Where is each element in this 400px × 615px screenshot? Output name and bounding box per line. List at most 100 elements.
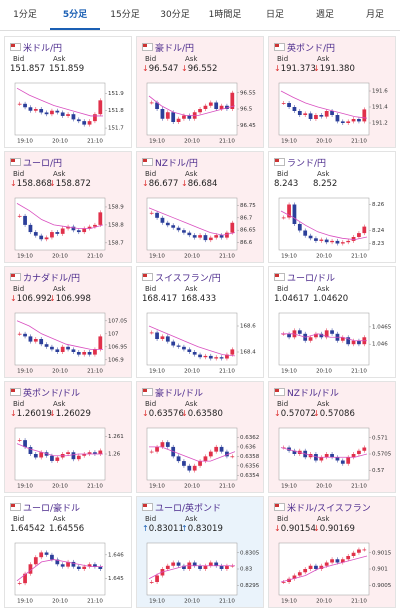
candle bbox=[39, 552, 44, 558]
tab[interactable]: 月足 bbox=[365, 10, 384, 20]
candle bbox=[160, 109, 165, 119]
plot-area bbox=[14, 197, 106, 251]
candle bbox=[28, 107, 33, 111]
bid-label: Bid bbox=[13, 55, 25, 63]
x-tick-label: 20:10 bbox=[316, 369, 332, 375]
pair-name[interactable]: NZドル/円 bbox=[155, 159, 198, 169]
pair-name[interactable]: NZドル/ドル bbox=[287, 389, 339, 399]
x-tick-label: 19:10 bbox=[17, 484, 33, 490]
candle bbox=[87, 352, 92, 355]
ask-label: Ask bbox=[317, 170, 330, 178]
bid-text: 96.547 bbox=[148, 64, 179, 74]
pair-name[interactable]: ランド/円 bbox=[287, 159, 327, 169]
candle bbox=[330, 330, 334, 334]
ask-text: 151.859 bbox=[49, 64, 85, 74]
candle bbox=[17, 583, 22, 584]
moving-average bbox=[16, 559, 103, 582]
candle bbox=[324, 562, 329, 566]
y-tick-label: 1.0465 bbox=[372, 324, 392, 330]
ask-text: 96.552 bbox=[187, 64, 218, 74]
ask-value: 8.252 bbox=[313, 179, 337, 189]
candle bbox=[23, 103, 27, 108]
pair-name[interactable]: 米ドル/円 bbox=[23, 44, 63, 54]
candle bbox=[55, 559, 60, 565]
pair-name[interactable]: ユーロ/英ポンド bbox=[155, 504, 222, 514]
candle bbox=[230, 349, 235, 355]
pair-name[interactable]: 英ポンド/円 bbox=[287, 44, 336, 54]
candle bbox=[160, 442, 165, 447]
bid-text: 0.83011 bbox=[148, 524, 184, 534]
tab[interactable]: 30分足 bbox=[160, 10, 190, 20]
rate-panel[interactable]: NZドル/円 Bid Ask ↓86.677 ↓86.684 86.6 86.65 86.7 8… bbox=[136, 151, 264, 263]
pair-name[interactable]: 豪ドル/ドル bbox=[155, 389, 204, 399]
candle bbox=[335, 240, 340, 244]
rate-panel[interactable]: 米ドル/スイスフラン Bid Ask ↓0.90154 ↓0.90169 0.9005 0.… bbox=[268, 496, 396, 608]
tab[interactable]: 5分足 bbox=[50, 0, 100, 30]
candle bbox=[93, 452, 97, 454]
candle bbox=[87, 121, 92, 125]
tab[interactable]: 1時間足 bbox=[208, 10, 242, 20]
candle bbox=[362, 109, 367, 122]
rate-panel[interactable]: ユーロ/ドル Bid Ask 1.04617 1.04620 1.046 1.0465 19:… bbox=[268, 266, 396, 378]
tab[interactable]: 15分足 bbox=[110, 10, 140, 20]
candle bbox=[281, 217, 286, 219]
ask-label: Ask bbox=[185, 285, 198, 293]
ask-value: 1.04620 bbox=[313, 294, 348, 304]
candle bbox=[297, 572, 302, 576]
rate-panel[interactable]: ユーロ/豪ドル Bid Ask 1.64542 1.64556 1.645 1.646 19:… bbox=[4, 496, 132, 608]
y-tick-label: 0.6354 bbox=[240, 473, 260, 479]
pair-name[interactable]: 豪ドル/円 bbox=[155, 44, 195, 54]
flag-icon bbox=[10, 43, 21, 51]
candle bbox=[155, 332, 159, 339]
rate-panel[interactable]: ユーロ/円 Bid Ask ↓158.868 ↓158.872 158.7 158.8 158… bbox=[4, 151, 132, 263]
trend-arrow: ↓ bbox=[274, 64, 281, 73]
pair-name[interactable]: 米ドル/スイスフラン bbox=[287, 504, 371, 514]
candle bbox=[346, 337, 351, 345]
mini-chart: 86.6 86.65 86.7 86.75 19:10 20:10 21:10 bbox=[146, 197, 256, 260]
tab[interactable]: 週足 bbox=[315, 10, 334, 20]
x-tick-label: 21:10 bbox=[87, 139, 103, 145]
ask-text: 8.252 bbox=[313, 179, 338, 189]
trend-arrow: ↓ bbox=[181, 64, 188, 73]
x-tick-label: 19:10 bbox=[17, 139, 33, 145]
bid-text: 106.992 bbox=[16, 294, 52, 304]
trend-arrow: ↓ bbox=[313, 409, 320, 418]
x-tick-label: 19:10 bbox=[149, 139, 165, 145]
pair-name[interactable]: カナダドル/円 bbox=[23, 274, 81, 284]
candle bbox=[287, 204, 291, 218]
rate-panel[interactable]: スイスフラン/円 Bid Ask 168.417 168.433 168.4 168.6 19… bbox=[136, 266, 264, 378]
pair-name[interactable]: 英ポンド/ドル bbox=[23, 389, 81, 399]
candle bbox=[17, 440, 22, 441]
rate-panel[interactable]: 米ドル/円 Bid Ask 151.857 151.859 151.7 151.8 151.9… bbox=[4, 36, 132, 148]
trend-arrow: ↓ bbox=[181, 179, 188, 188]
rate-panel[interactable]: 英ポンド/円 Bid Ask ↓191.373 ↓191.380 191.2 191.4 19… bbox=[268, 36, 396, 148]
pair-name[interactable]: ユーロ/ドル bbox=[287, 274, 336, 284]
rate-panel[interactable]: 英ポンド/ドル Bid Ask ↓1.26019 ↓1.26029 1.26 1.261 19… bbox=[4, 381, 132, 493]
rate-panel[interactable]: ユーロ/英ポンド Bid Ask ↑0.83011 ↑0.83019 0.8295 0.83… bbox=[136, 496, 264, 608]
mini-chart: 168.4 168.6 19:10 20:10 21:10 bbox=[146, 312, 256, 375]
rate-panel[interactable]: 豪ドル/ドル Bid Ask ↓0.63576 ↓0.63580 0.6354 0.6356… bbox=[136, 381, 264, 493]
y-tick-label: 8.23 bbox=[372, 241, 385, 247]
x-tick-label: 20:10 bbox=[52, 484, 68, 490]
rate-panel[interactable]: 豪ドル/円 Bid Ask ↓96.547 ↓96.552 96.45 96.5 96.55 1… bbox=[136, 36, 264, 148]
rate-panel[interactable]: NZドル/ドル Bid Ask ↓0.57072 ↓0.57086 0.57 0.5705 0… bbox=[268, 381, 396, 493]
pair-name[interactable]: スイスフラン/円 bbox=[155, 274, 221, 284]
pair-name[interactable]: ユーロ/豪ドル bbox=[23, 504, 81, 514]
candle bbox=[165, 565, 170, 569]
candle bbox=[98, 566, 103, 569]
candle bbox=[182, 565, 186, 569]
ask-value: ↓106.998 bbox=[49, 294, 91, 304]
pair-name[interactable]: ユーロ/円 bbox=[23, 159, 63, 169]
ask-text: 0.83019 bbox=[187, 524, 223, 534]
candle bbox=[214, 235, 219, 238]
candle bbox=[362, 549, 367, 551]
tab[interactable]: 1分足 bbox=[13, 10, 37, 20]
bid-label: Bid bbox=[277, 170, 289, 178]
candle bbox=[208, 451, 213, 457]
x-tick-label: 21:10 bbox=[87, 369, 103, 375]
candle bbox=[187, 232, 192, 236]
tab[interactable]: 日足 bbox=[265, 10, 284, 20]
rate-panel[interactable]: カナダドル/円 Bid Ask ↓106.992 ↓106.998 106.9 106.95… bbox=[4, 266, 132, 378]
moving-average bbox=[148, 565, 235, 580]
rate-panel[interactable]: ランド/円 Bid Ask 8.243 8.252 8.23 8.24 8.26 19:10 20… bbox=[268, 151, 396, 263]
